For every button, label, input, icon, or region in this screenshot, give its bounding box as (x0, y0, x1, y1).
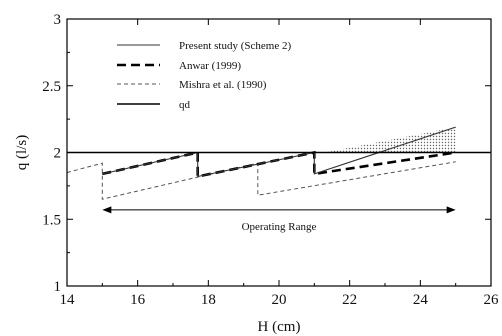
series-line-2 (66, 161, 456, 200)
shaded-excess-region (324, 127, 456, 153)
y-tick-label-1: 1.5 (42, 212, 61, 228)
x-tick-label-5: 24 (413, 292, 429, 308)
legend-label-0: Present study (Scheme 2) (179, 40, 291, 52)
legend-label-3: qd (179, 99, 191, 111)
operating-range-arrowhead-left (102, 206, 112, 214)
x-axis-label: H (cm) (258, 319, 301, 335)
x-tick-label-2: 18 (201, 292, 216, 308)
legend-label-2: Mishra et al. (1990) (179, 79, 267, 91)
x-tick-label-1: 16 (130, 292, 146, 308)
legend-label-1: Anwar (1999) (179, 60, 241, 72)
y-tick-label-2: 2 (54, 146, 62, 162)
operating-range-arrowhead-right (446, 206, 456, 214)
x-tick-label-4: 22 (342, 292, 357, 308)
series-line-1 (102, 150, 456, 179)
y-tick-label-4: 3 (54, 12, 62, 28)
series-line-0 (102, 126, 456, 178)
x-tick-label-6: 26 (484, 292, 500, 308)
x-tick-label-3: 20 (272, 292, 287, 308)
y-tick-label-3: 2.5 (42, 79, 61, 95)
y-axis-label: q (l/s) (14, 135, 30, 170)
x-tick-label-0: 14 (60, 292, 76, 308)
operating-range-label: Operating Range (242, 221, 317, 233)
y-tick-label-0: 1 (54, 279, 62, 295)
